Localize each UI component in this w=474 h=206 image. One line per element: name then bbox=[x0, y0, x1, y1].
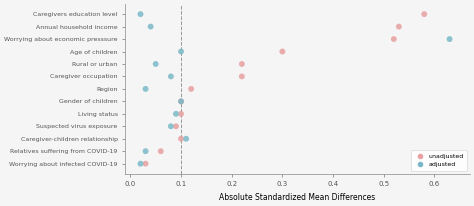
Point bbox=[420, 13, 428, 16]
Point bbox=[395, 25, 403, 28]
Legend: unadjusted, adjusted: unadjusted, adjusted bbox=[411, 150, 467, 171]
Point bbox=[137, 13, 144, 16]
Point bbox=[157, 150, 164, 153]
Point bbox=[177, 100, 185, 103]
Point bbox=[152, 62, 159, 66]
Point bbox=[238, 75, 246, 78]
Point bbox=[177, 112, 185, 116]
Point bbox=[182, 137, 190, 140]
Point bbox=[142, 162, 149, 165]
Point bbox=[142, 150, 149, 153]
Point bbox=[172, 125, 180, 128]
Point bbox=[177, 50, 185, 53]
Point bbox=[187, 87, 195, 91]
Point bbox=[167, 125, 175, 128]
Point bbox=[147, 25, 155, 28]
X-axis label: Absolute Standardized Mean Differences: Absolute Standardized Mean Differences bbox=[219, 193, 376, 202]
Point bbox=[172, 112, 180, 116]
Point bbox=[446, 37, 453, 41]
Point bbox=[142, 87, 149, 91]
Point bbox=[137, 162, 144, 165]
Point bbox=[177, 100, 185, 103]
Point bbox=[177, 137, 185, 140]
Point bbox=[279, 50, 286, 53]
Point bbox=[390, 37, 398, 41]
Point bbox=[167, 75, 175, 78]
Point bbox=[238, 62, 246, 66]
